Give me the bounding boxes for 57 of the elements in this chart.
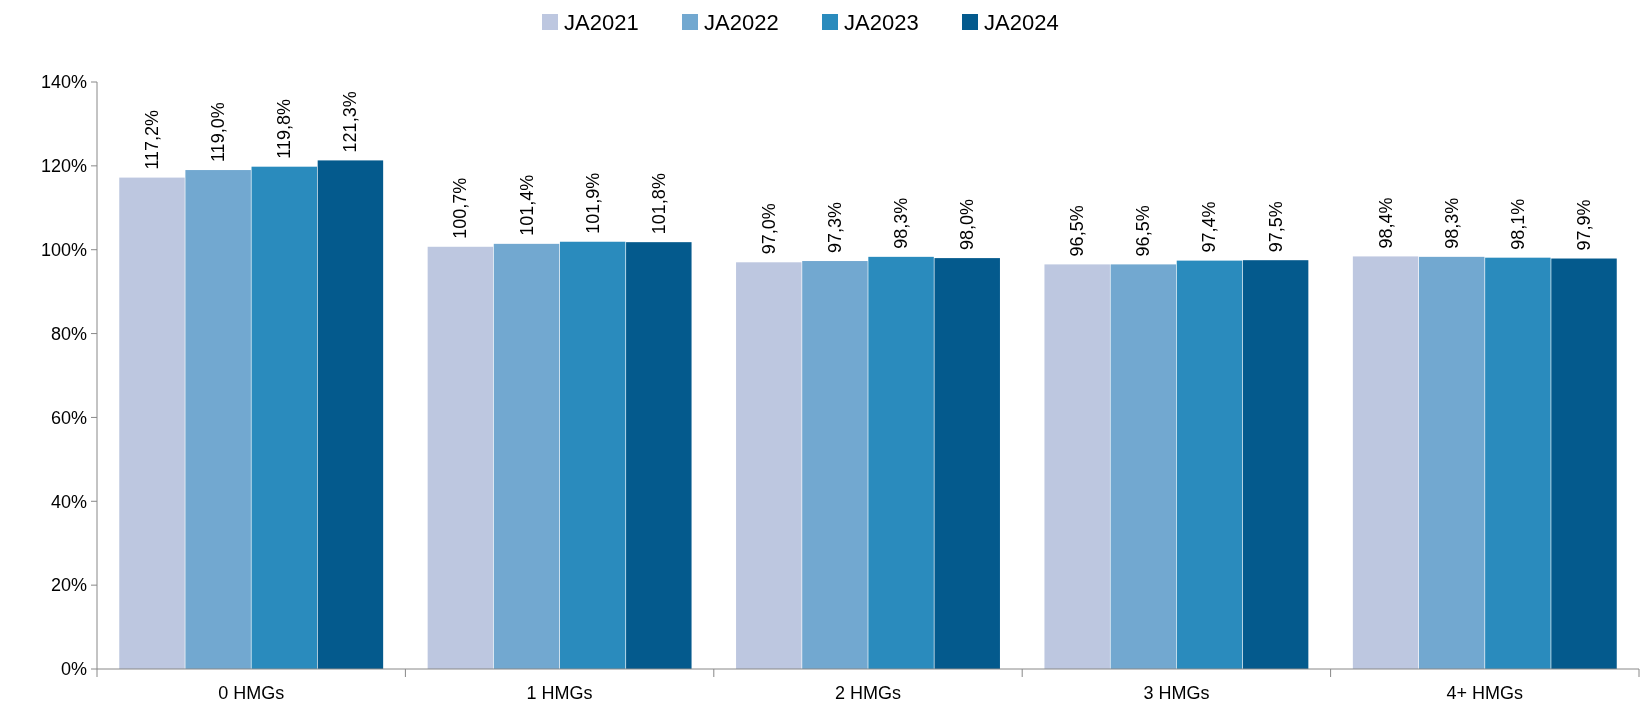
bar <box>427 246 494 669</box>
data-label: 98,1% <box>1507 198 1528 250</box>
x-tick-label: 4+ HMGs <box>1446 683 1524 703</box>
data-label: 98,3% <box>891 197 912 249</box>
data-label: 98,0% <box>957 199 978 251</box>
bar <box>934 258 1000 669</box>
bar <box>626 242 692 669</box>
bar <box>119 177 185 669</box>
x-tick-label: 1 HMGs <box>526 683 593 703</box>
data-label: 100,7% <box>450 177 471 239</box>
data-label: 97,5% <box>1265 201 1286 253</box>
bar <box>1242 260 1309 669</box>
data-label: 101,9% <box>582 172 603 234</box>
data-label: 117,2% <box>141 109 162 170</box>
data-label: 96,5% <box>1133 205 1154 257</box>
bar <box>736 262 802 669</box>
y-tick-label: 120% <box>40 156 87 177</box>
data-label: 97,3% <box>824 201 845 254</box>
y-tick-label: 60% <box>50 407 87 428</box>
y-tick-label: 20% <box>50 575 87 596</box>
legend-label: JA2021 <box>564 9 639 35</box>
x-tick-label: 2 HMGs <box>834 683 902 703</box>
bar <box>1551 258 1617 669</box>
bar <box>1044 264 1110 669</box>
legend-label: JA2023 <box>844 9 919 35</box>
bar <box>1110 264 1177 669</box>
y-tick-label: 100% <box>40 240 87 261</box>
data-label: 96,5% <box>1067 205 1088 257</box>
data-label: 97,4% <box>1199 201 1220 253</box>
bar <box>1352 256 1419 669</box>
data-label: 101,4% <box>516 174 537 236</box>
bar <box>868 256 934 669</box>
bar <box>1176 260 1243 669</box>
y-tick-label: 140% <box>40 72 87 93</box>
data-label: 119,8% <box>274 98 295 159</box>
bar <box>802 261 868 669</box>
bar <box>1485 257 1551 669</box>
data-label: 119,0% <box>208 102 229 163</box>
data-label: 101,8% <box>648 173 669 235</box>
x-tick-label: 0 HMGs <box>218 683 285 703</box>
data-label: 98,3% <box>1441 197 1462 249</box>
legend-label: JA2022 <box>704 9 779 35</box>
data-label: 121,3% <box>340 91 361 153</box>
y-tick-label: 80% <box>50 323 87 344</box>
bar <box>317 160 384 669</box>
bar <box>493 243 560 669</box>
y-tick-label: 0% <box>60 659 87 680</box>
bar <box>559 241 626 669</box>
data-label: 97,9% <box>1574 199 1595 251</box>
y-tick-label: 40% <box>50 491 87 512</box>
data-label: 98,4% <box>1375 197 1396 249</box>
x-tick-label: 3 HMGs <box>1143 683 1210 703</box>
bar <box>251 166 318 669</box>
legend-label: JA2024 <box>984 9 1059 35</box>
bar <box>185 170 251 669</box>
bar <box>1418 256 1485 669</box>
data-label: 97,0% <box>758 203 779 255</box>
